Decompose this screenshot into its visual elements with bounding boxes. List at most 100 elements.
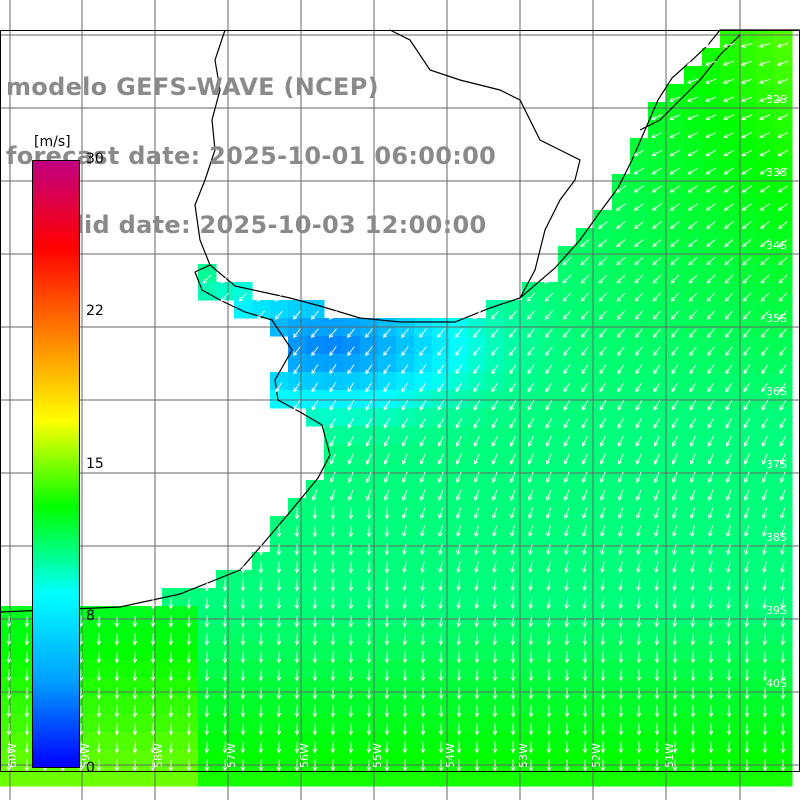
wind-arrow: [687, 132, 699, 139]
wind-cell: [612, 660, 631, 679]
wind-cell: [774, 372, 793, 391]
wind-cell: [432, 390, 451, 409]
wind-cell: [504, 498, 523, 517]
wind-cell: [270, 624, 289, 643]
wind-arrow: [258, 759, 264, 772]
wind-cell: [522, 444, 541, 463]
wind-cell: [216, 588, 235, 607]
wind-cell: [396, 462, 415, 481]
wind-cell: [198, 696, 217, 715]
wind-arrow: [618, 579, 623, 592]
wind-cell: [468, 768, 487, 787]
wind-cell: [630, 354, 649, 373]
wind-arrow: [672, 471, 678, 483]
wind-arrow: [383, 400, 391, 411]
wind-arrow: [420, 597, 425, 610]
wind-cell: [234, 732, 253, 751]
wind-arrow: [474, 669, 480, 682]
wind-arrow: [690, 597, 695, 610]
wind-arrow: [402, 489, 408, 501]
wind-arrow: [744, 543, 749, 556]
wind-cell: [378, 570, 397, 589]
wind-arrow: [294, 633, 300, 646]
wind-cell: [198, 606, 217, 625]
wind-arrow: [347, 417, 355, 429]
wind-arrow: [438, 741, 444, 754]
wind-arrow: [456, 597, 461, 610]
wind-cell: [558, 732, 577, 751]
wind-cell: [288, 300, 307, 319]
wind-cell: [396, 390, 415, 409]
wind-arrow: [420, 669, 426, 682]
wind-arrow: [455, 382, 463, 393]
wind-arrow: [456, 471, 462, 483]
wind-arrow: [491, 453, 498, 465]
wind-arrow: [672, 741, 678, 754]
wind-cell: [198, 714, 217, 733]
wind-cell: [648, 606, 667, 625]
wind-cell: [684, 372, 703, 391]
wind-cell: [738, 570, 757, 589]
wind-cell: [738, 66, 757, 85]
wind-cell: [648, 498, 667, 517]
colorbar-tick-30: 30: [86, 151, 104, 167]
wind-arrow: [708, 705, 714, 718]
wind-cell: [198, 732, 217, 751]
wind-arrow: [780, 741, 786, 754]
wind-cell: [756, 84, 775, 103]
wind-cell: [666, 354, 685, 373]
wind-cell: [558, 588, 577, 607]
wind-arrow: [312, 579, 318, 592]
wind-cell: [486, 552, 505, 571]
wind-cell: [414, 750, 433, 769]
wind-cell: [144, 606, 163, 625]
wind-arrow: [132, 669, 138, 682]
wind-cell: [756, 120, 775, 139]
wind-cell: [234, 624, 253, 643]
wind-cell: [576, 408, 595, 427]
wind-cell: [774, 732, 793, 751]
wind-cell: [756, 282, 775, 301]
wind-cell: [684, 516, 703, 535]
wind-arrow: [690, 741, 696, 754]
wind-cell: [702, 588, 721, 607]
latitude-label: 36S: [766, 385, 787, 398]
latitude-label: 38S: [766, 531, 787, 544]
wind-arrow: [546, 507, 552, 520]
wind-cell: [720, 462, 739, 481]
wind-arrow: [690, 633, 696, 646]
wind-cell: [702, 300, 721, 319]
wind-arrow: [669, 78, 681, 84]
longitude-label: 58W: [152, 743, 165, 768]
wind-arrow: [348, 561, 354, 574]
wind-cell: [630, 138, 649, 157]
wind-arrow: [527, 417, 535, 429]
wind-cell: [612, 606, 631, 625]
wind-cell: [720, 408, 739, 427]
wind-arrow: [689, 400, 697, 411]
wind-arrow: [383, 453, 390, 465]
wind-cell: [432, 462, 451, 481]
wind-cell: [756, 516, 775, 535]
wind-cell: [396, 498, 415, 517]
wind-cell: [774, 498, 793, 517]
wind-cell: [414, 390, 433, 409]
wind-cell: [270, 606, 289, 625]
wind-arrow: [384, 579, 390, 592]
wind-arrow: [330, 633, 336, 646]
wind-cell: [342, 354, 361, 373]
wind-cell: [360, 336, 379, 355]
wind-arrow: [294, 579, 300, 592]
wind-arrow: [312, 705, 318, 718]
wind-cell: [720, 480, 739, 499]
wind-arrow: [671, 382, 679, 393]
wind-cell: [522, 696, 541, 715]
wind-cell: [666, 624, 685, 643]
wind-arrow: [690, 579, 695, 592]
wind-arrow: [132, 741, 138, 754]
wind-arrow: [402, 687, 408, 700]
wind-cell: [630, 498, 649, 517]
wind-cell: [378, 660, 397, 679]
wind-arrow: [384, 687, 390, 700]
